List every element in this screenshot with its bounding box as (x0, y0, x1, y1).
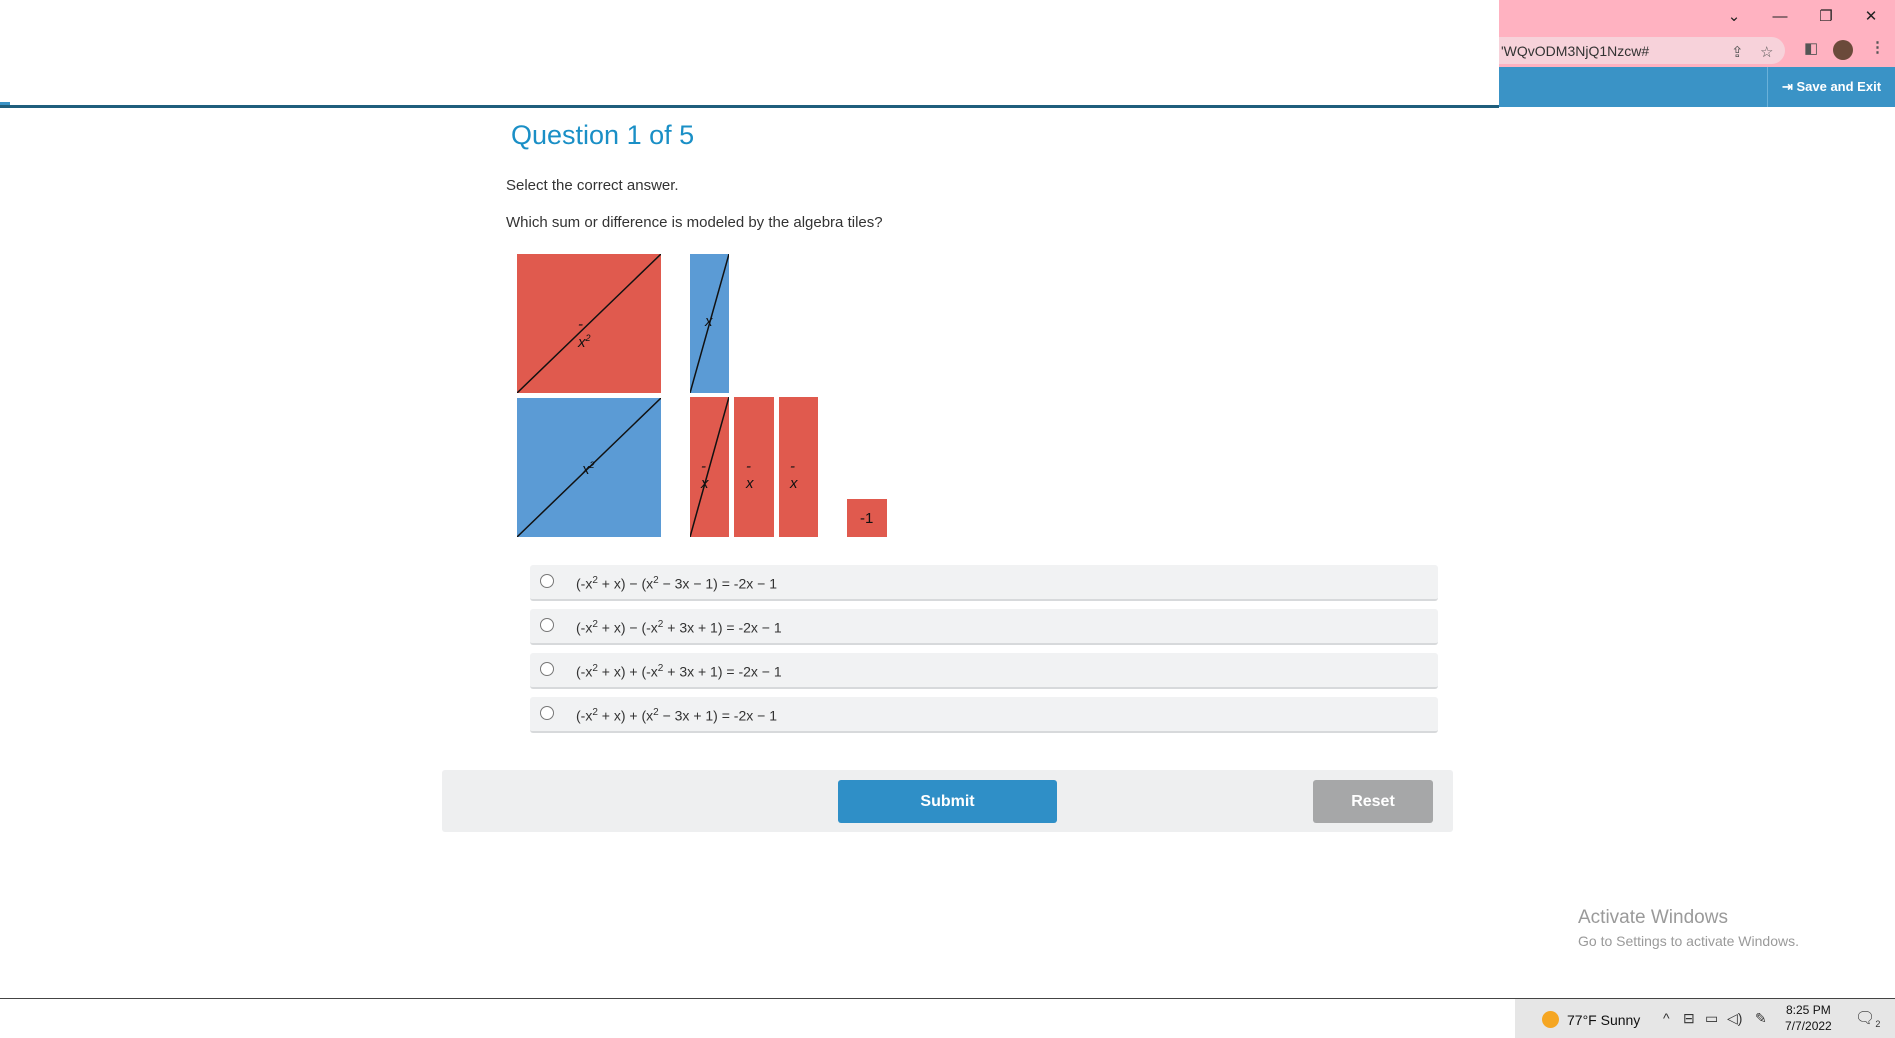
browser-chrome: ⌄ — ❐ ✕ 'WQvODM3NjQ1Nzcw# ⇪ ☆ ◧ ⋮ ⇥ Save… (1499, 0, 1895, 107)
instruction-text: Select the correct answer. (506, 177, 679, 194)
save-and-exit-button[interactable]: ⇥ Save and Exit (1767, 67, 1895, 107)
address-bar[interactable]: 'WQvODM3NjQ1Nzcw# ⇪ ☆ (1499, 37, 1785, 64)
tile-neg-x (779, 397, 818, 537)
more-icon[interactable]: ⋮ (1870, 39, 1885, 56)
share-icon[interactable]: ⇪ (1731, 44, 1744, 61)
avatar[interactable] (1833, 40, 1853, 60)
weather-widget[interactable]: 77°F Sunny (1567, 1012, 1641, 1028)
close-icon[interactable]: ✕ (1864, 8, 1878, 25)
question-prompt: Which sum or difference is modeled by th… (506, 214, 883, 231)
tile-label-pos-x-squared: x2 (582, 460, 595, 478)
activate-windows-watermark: Activate Windows Go to Settings to activ… (1578, 907, 1799, 949)
address-text: 'WQvODM3NjQ1Nzcw# (1501, 43, 1650, 59)
header-divider (0, 105, 1499, 108)
volume-icon[interactable]: ◁) (1727, 1010, 1743, 1026)
tile-label-neg-x-squared: -x2 (578, 316, 591, 351)
answer-choice-c[interactable]: (-x2 + x) + (-x2 + 3x + 1) = -2x − 1 (530, 653, 1438, 689)
tile-label-neg-x: -x (746, 458, 754, 492)
choice-text: (-x2 + x) − (x2 − 3x − 1) = -2x − 1 (576, 575, 777, 592)
notification-icon[interactable]: 🗨2 (1855, 1010, 1881, 1030)
choice-text: (-x2 + x) + (x2 − 3x + 1) = -2x − 1 (576, 707, 777, 724)
answer-choice-a[interactable]: (-x2 + x) − (x2 − 3x − 1) = -2x − 1 (530, 565, 1438, 601)
clock[interactable]: 8:25 PM 7/7/2022 (1785, 1002, 1832, 1034)
taskbar: 77°F Sunny ^ ⊟ ▭ ◁) ✎ 8:25 PM 7/7/2022 🗨… (1515, 998, 1895, 1038)
address-bar-row: 'WQvODM3NjQ1Nzcw# ⇪ ☆ ◧ ⋮ (1499, 34, 1895, 67)
minimize-icon[interactable]: — (1772, 8, 1788, 25)
page-bottom-border (0, 998, 1515, 999)
pen-icon[interactable]: ✎ (1755, 1010, 1767, 1026)
answer-choice-d[interactable]: (-x2 + x) + (x2 − 3x + 1) = -2x − 1 (530, 697, 1438, 733)
tile-pos-x (690, 254, 729, 393)
choice-text: (-x2 + x) − (-x2 + 3x + 1) = -2x − 1 (576, 619, 782, 636)
radio-button[interactable] (540, 618, 554, 632)
save-and-exit-label: Save and Exit (1796, 79, 1882, 94)
tile-neg-x (690, 397, 729, 537)
star-icon[interactable]: ☆ (1760, 44, 1774, 61)
meet-icon[interactable]: ⊟ (1683, 1010, 1695, 1026)
clock-time: 8:25 PM (1786, 1003, 1831, 1017)
chevron-down-icon[interactable]: ⌄ (1727, 8, 1741, 25)
tile-neg-x-squared (517, 254, 661, 393)
watermark-title: Activate Windows (1578, 907, 1728, 928)
tile-label-neg-x: -x (701, 458, 709, 492)
radio-button[interactable] (540, 662, 554, 676)
title-bar: ⌄ — ❐ ✕ (1499, 0, 1895, 34)
login-icon: ⇥ (1781, 79, 1793, 94)
restore-icon[interactable]: ❐ (1819, 8, 1833, 25)
lesson-header-bar: ⇥ Save and Exit (1499, 67, 1895, 107)
radio-button[interactable] (540, 706, 554, 720)
action-bar: Submit Reset (442, 770, 1453, 832)
tile-neg-x (734, 397, 774, 537)
watermark-subtitle: Go to Settings to activate Windows. (1578, 933, 1799, 949)
clock-date: 7/7/2022 (1785, 1019, 1832, 1033)
tile-label-neg-x: -x (790, 458, 798, 492)
sun-icon[interactable] (1542, 1011, 1559, 1028)
question-title: Question 1 of 5 (511, 120, 695, 150)
answer-choice-b[interactable]: (-x2 + x) − (-x2 + 3x + 1) = -2x − 1 (530, 609, 1438, 645)
reset-button[interactable]: Reset (1313, 780, 1433, 823)
tile-pos-x-squared (517, 398, 661, 537)
chevron-up-icon[interactable]: ^ (1663, 1010, 1670, 1026)
choice-text: (-x2 + x) + (-x2 + 3x + 1) = -2x − 1 (576, 663, 782, 680)
tile-label-neg-one: -1 (860, 510, 874, 527)
network-icon[interactable]: ▭ (1705, 1010, 1719, 1026)
sidepanel-icon[interactable]: ◧ (1804, 40, 1819, 57)
header-divider-accent (0, 102, 10, 105)
submit-button[interactable]: Submit (838, 780, 1057, 823)
tile-neg-one (847, 499, 887, 537)
tile-label-pos-x: x (705, 313, 713, 330)
radio-button[interactable] (540, 574, 554, 588)
